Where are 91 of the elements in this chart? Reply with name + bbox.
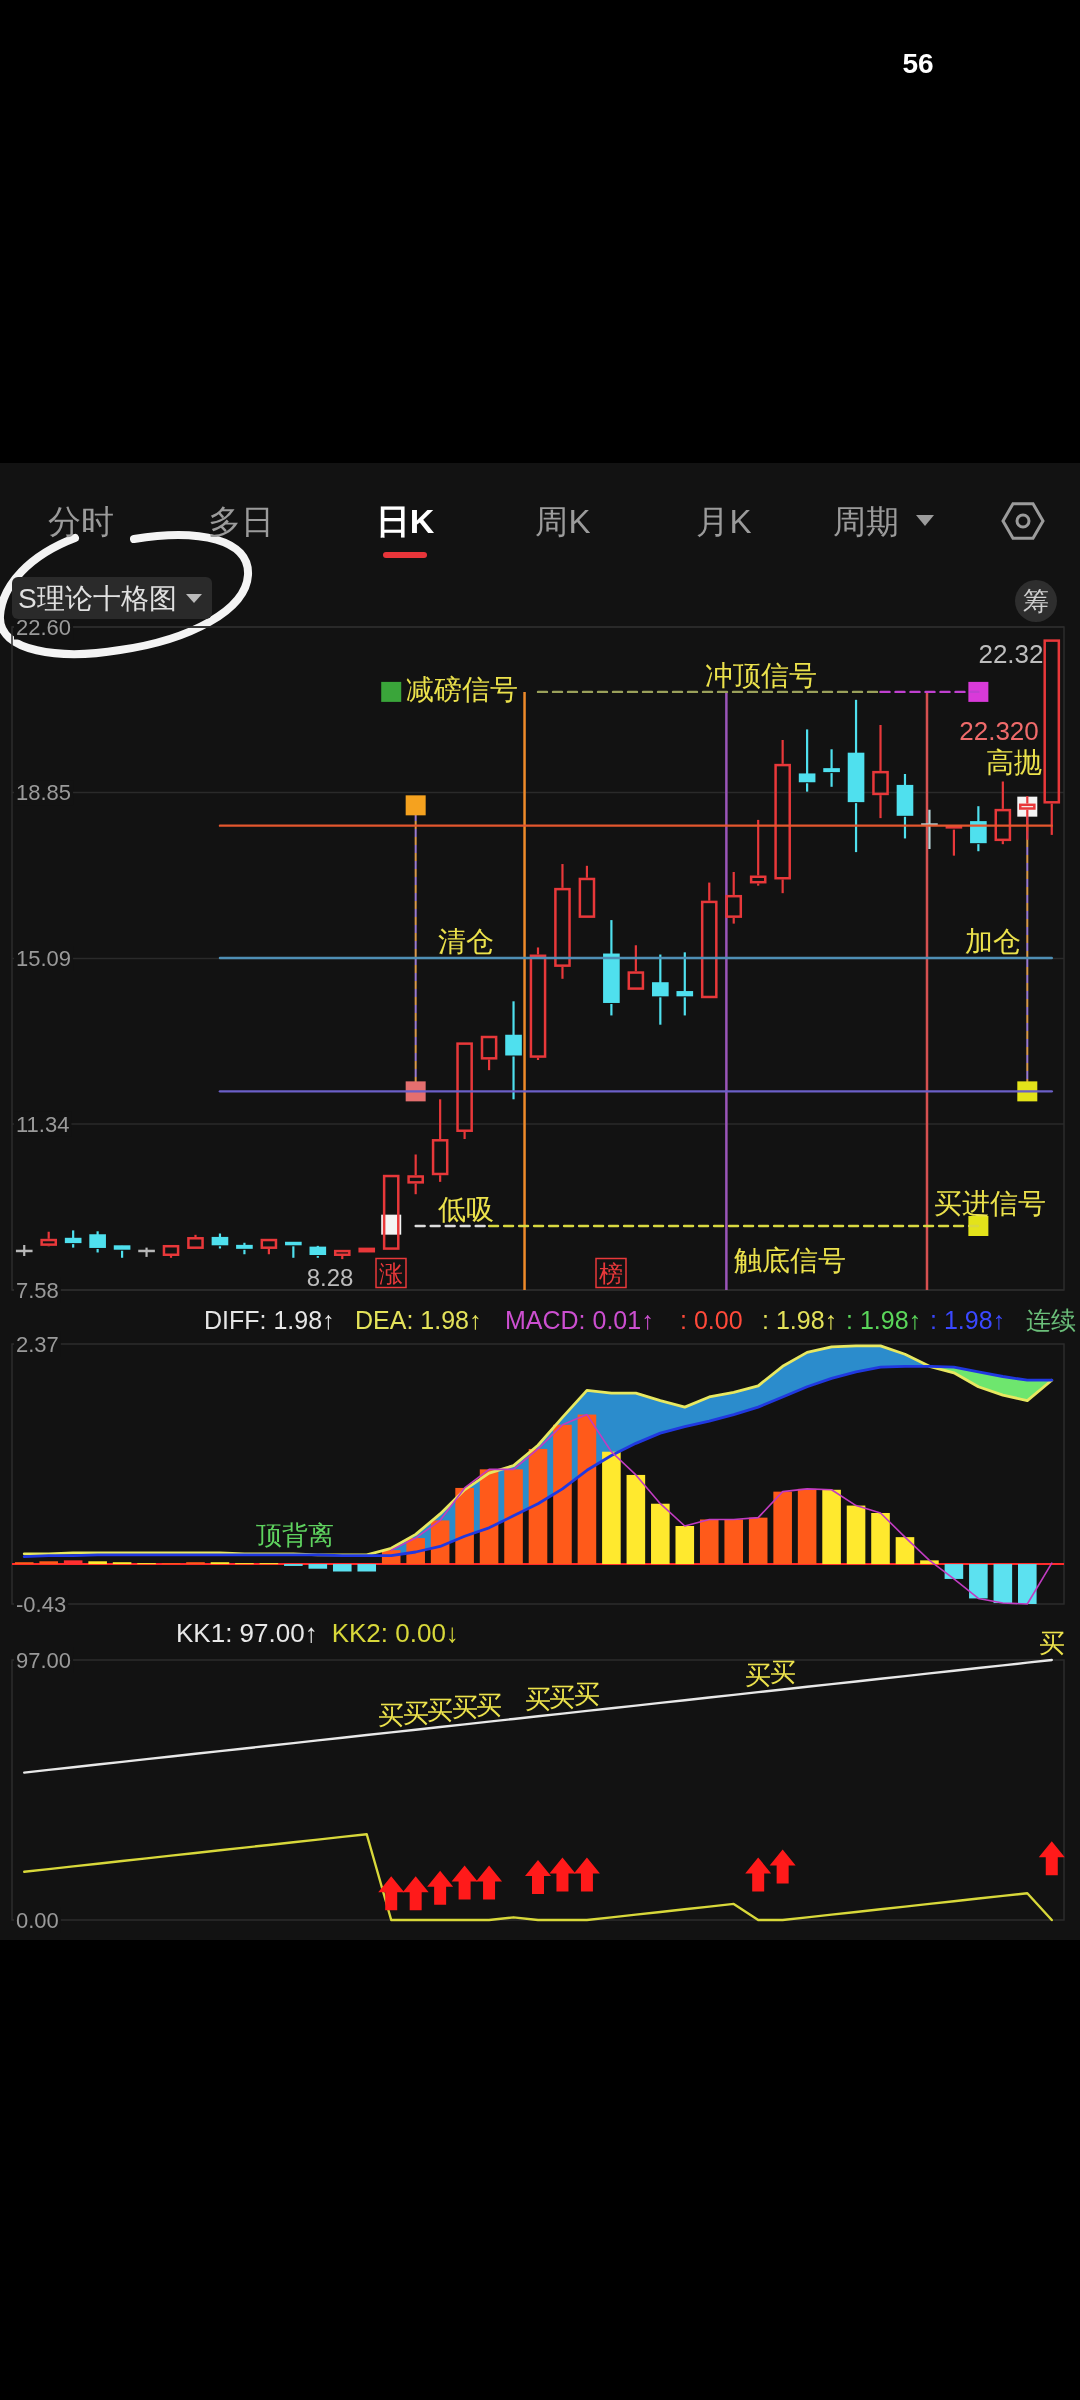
bar — [39, 1561, 58, 1565]
point — [525, 1860, 551, 1895]
bar — [332, 1564, 352, 1572]
point — [405, 795, 426, 816]
data-label: 买 — [378, 1700, 405, 1731]
text: : 1.98↑ — [762, 1306, 838, 1334]
point — [476, 1865, 503, 1900]
point — [769, 1849, 796, 1884]
text: 筹 — [1023, 586, 1049, 616]
point — [549, 1857, 576, 1892]
data-label: 买 — [1038, 1628, 1065, 1658]
bar — [895, 1537, 915, 1565]
text: 日K — [375, 502, 435, 540]
text: : 1.98↑ — [846, 1306, 922, 1334]
bar — [773, 1491, 792, 1565]
bar — [455, 1487, 474, 1565]
text: : 1.98↑ — [930, 1306, 1006, 1334]
bar — [993, 1564, 1013, 1604]
annotation: 清仓 — [438, 925, 494, 957]
bar — [675, 1526, 695, 1565]
bar — [553, 1424, 572, 1565]
text: 56 — [902, 47, 934, 79]
annotation: 加仓 — [965, 925, 1021, 957]
bar — [944, 1564, 964, 1579]
bar — [969, 1564, 988, 1599]
text: 月K — [696, 502, 752, 540]
bar — [748, 1517, 768, 1565]
text: 周期 — [833, 502, 899, 540]
y-tick-label: 11.34 — [16, 1111, 70, 1137]
bar — [651, 1503, 670, 1565]
bar — [88, 1561, 107, 1565]
annotation: 顶背离 — [256, 1520, 334, 1550]
bar — [504, 1469, 523, 1565]
annotation: 冲顶信号 — [705, 660, 817, 692]
point — [381, 681, 402, 702]
data-label: 买 — [427, 1695, 454, 1726]
legend: KK1: 97.00↑ KK2: 0.00↓ — [176, 1618, 459, 1648]
annotation: 触底信号 — [734, 1244, 846, 1276]
bar — [822, 1489, 841, 1565]
point — [573, 1857, 600, 1892]
data-label: 买 — [769, 1657, 796, 1688]
data-label: 买 — [476, 1689, 503, 1720]
annotation: 减磅信号 — [406, 673, 518, 705]
bar — [699, 1519, 719, 1565]
text: MACD: 0.01↑ — [505, 1306, 654, 1334]
chart-title: S理论十格图 — [18, 582, 177, 614]
y-tick-label: 97.00 — [16, 1647, 72, 1673]
y-tick-label: 22.60 — [16, 614, 72, 640]
data-label: 买 — [549, 1681, 576, 1712]
point — [378, 1876, 405, 1911]
point — [1038, 1841, 1065, 1876]
text: 连续 — [1026, 1306, 1076, 1334]
y-tick-label: 0.00 — [16, 1907, 59, 1933]
point — [427, 1870, 454, 1905]
bar — [626, 1474, 646, 1565]
data-label: 买 — [402, 1697, 429, 1728]
y-tick-label: 15.09 — [16, 946, 72, 971]
data-label: 买 — [451, 1692, 478, 1723]
annotation: 高抛 — [986, 746, 1042, 778]
text: 多日 — [208, 502, 274, 540]
point — [745, 1857, 772, 1892]
annotation: 22.320 — [959, 716, 1039, 746]
text: DEA: 1.98↑ — [355, 1306, 482, 1334]
text: : 0.00 — [680, 1306, 743, 1334]
point — [402, 1876, 429, 1911]
bar — [724, 1519, 744, 1565]
y-tick-label: 7.58 — [16, 1277, 59, 1303]
bar — [308, 1564, 328, 1569]
bar — [602, 1451, 621, 1565]
annotation: 8.28 — [306, 1263, 354, 1291]
bar — [871, 1513, 890, 1565]
y-tick-label: -0.43 — [16, 1591, 67, 1617]
data-label: 买 — [525, 1684, 551, 1715]
point — [968, 681, 989, 702]
bar — [846, 1505, 866, 1565]
annotation: 买进信号 — [934, 1188, 1046, 1220]
text: 分时 — [48, 502, 114, 540]
bar — [357, 1564, 377, 1572]
y-tick-label: 18.85 — [16, 780, 72, 806]
annotation: 低吸 — [438, 1194, 494, 1226]
annotation: 22.32 — [978, 639, 1044, 669]
y-tick-label: 2.37 — [16, 1331, 59, 1357]
bar — [1018, 1564, 1037, 1604]
data-label: 买 — [573, 1678, 600, 1709]
point — [451, 1865, 478, 1900]
data-label: 买 — [745, 1660, 772, 1691]
text: DIFF: 1.98↑ — [204, 1306, 335, 1334]
text: 周K — [535, 502, 591, 540]
bar — [577, 1414, 597, 1565]
bar — [528, 1448, 548, 1565]
bar — [797, 1488, 817, 1565]
